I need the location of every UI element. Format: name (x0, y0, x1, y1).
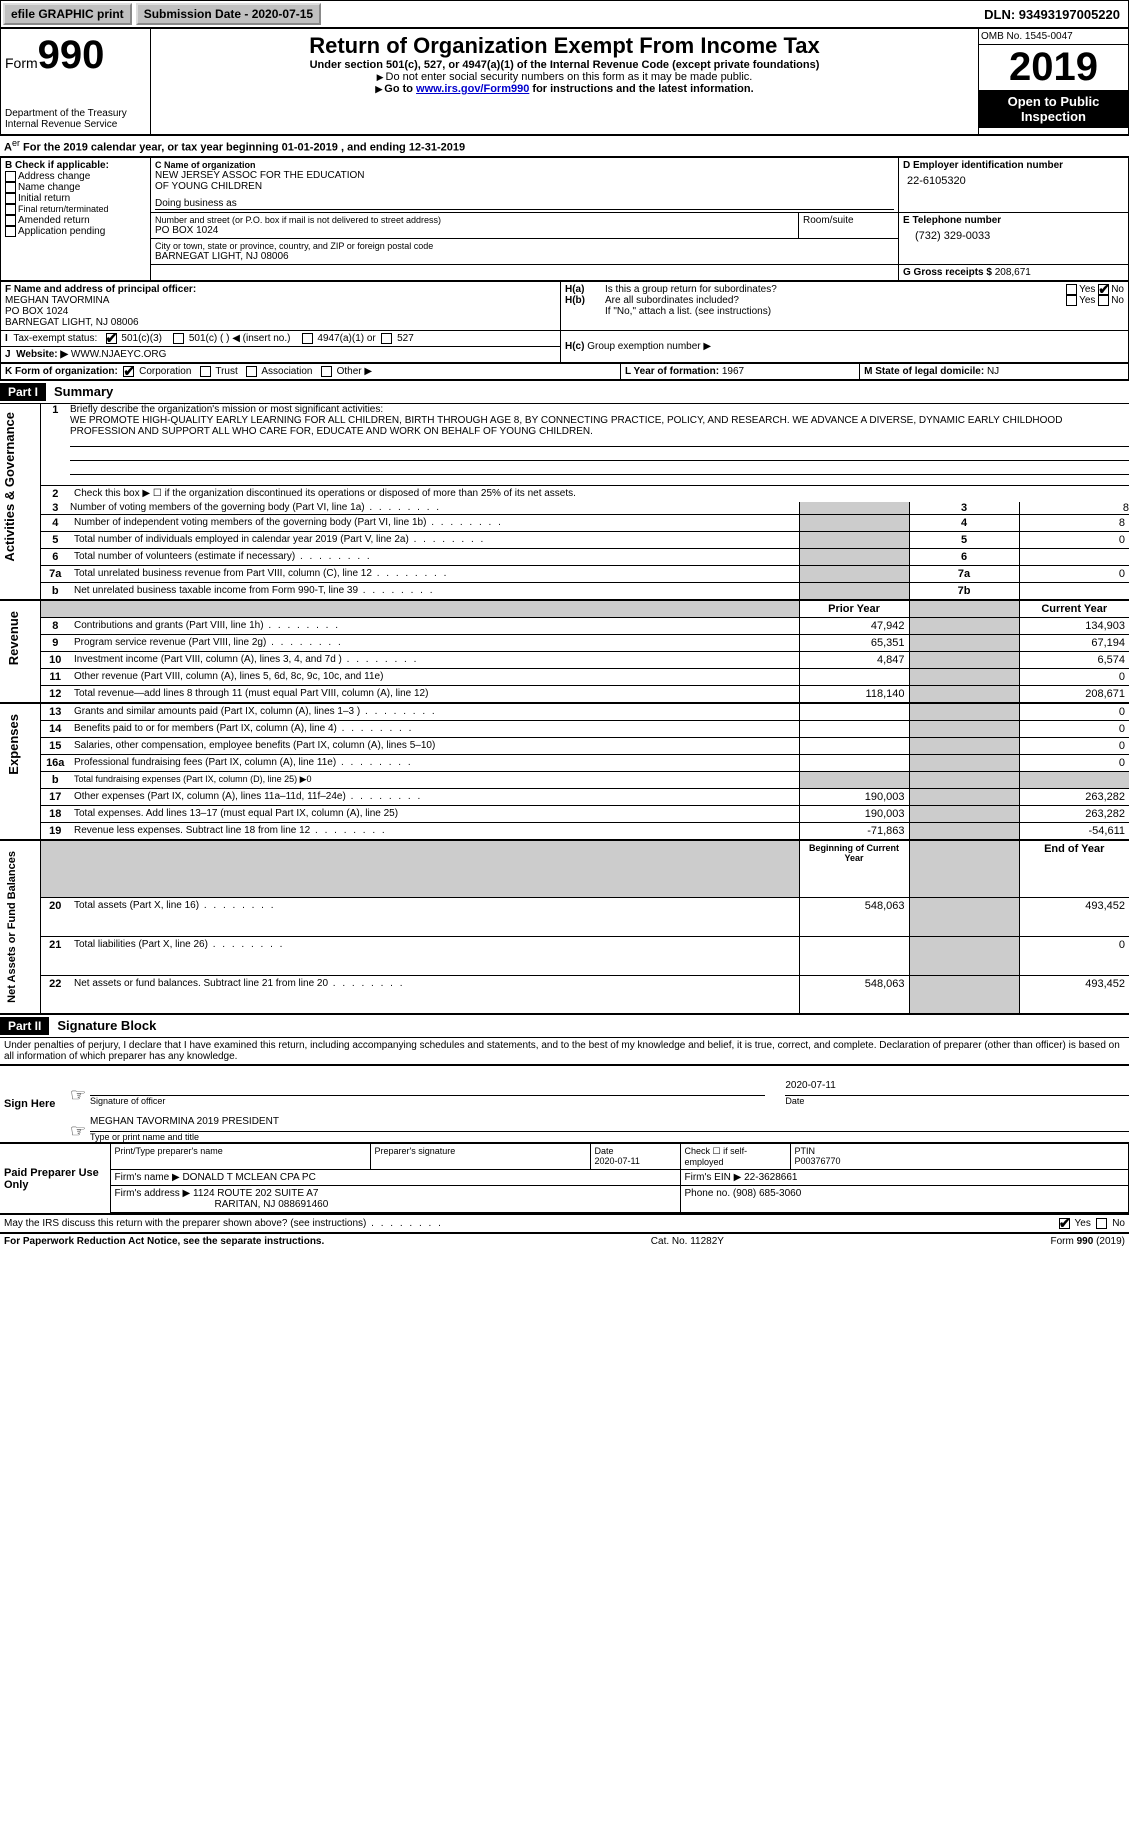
dept-treasury: Department of the Treasury (5, 108, 146, 119)
dba: Doing business as (155, 198, 894, 210)
efile-print-button[interactable]: efile GRAPHIC print (3, 3, 132, 25)
gov-sidebar: Activities & Governance (0, 404, 19, 570)
form-footer: Form 990 (2019) (1051, 1236, 1125, 1247)
form-header: Form990 Department of the Treasury Inter… (0, 28, 1129, 136)
klm-row: K Form of organization: Corporation Trus… (0, 363, 1129, 381)
discuss-row: May the IRS discuss this return with the… (0, 1213, 1129, 1234)
check-trust[interactable] (200, 366, 211, 377)
dln: DLN: 93493197005220 (976, 7, 1128, 22)
ein: 22-6105320 (903, 171, 1124, 191)
firm-name: DONALD T MCLEAN CPA PC (182, 1172, 315, 1183)
check-assoc[interactable] (246, 366, 257, 377)
check-address-change[interactable] (5, 171, 16, 182)
v7b (1019, 582, 1129, 600)
phone: (732) 329-0033 (903, 226, 1124, 260)
firm-ein: 22-3628661 (744, 1172, 797, 1183)
officer-name: MEGHAN TAVORMINA 2019 PRESIDENT (90, 1116, 1129, 1132)
year-formation: 1967 (722, 366, 744, 377)
check-527[interactable] (381, 333, 392, 344)
box-e-label: E Telephone number (903, 215, 1124, 226)
paid-preparer-block: Paid Preparer Use Only Print/Type prepar… (0, 1142, 1129, 1213)
v5: 0 (1019, 531, 1129, 548)
submission-date-button[interactable]: Submission Date - 2020-07-15 (136, 3, 321, 25)
rev-sidebar: Revenue (4, 603, 23, 673)
form-subtitle: Under section 501(c), 527, or 4947(a)(1)… (155, 59, 974, 71)
check-other[interactable] (321, 366, 332, 377)
open-inspection: Open to Public Inspection (979, 90, 1128, 128)
v7a: 0 (1019, 565, 1129, 582)
addr: PO BOX 1024 (155, 225, 794, 236)
box-b-label: B Check if applicable: (5, 160, 146, 171)
org-name-2: OF YOUNG CHILDREN (155, 181, 894, 192)
form-title: Return of Organization Exempt From Incom… (155, 33, 974, 59)
check-501c3[interactable] (106, 333, 117, 344)
note-ssn: Do not enter social security numbers on … (386, 71, 753, 83)
form-number: 990 (38, 33, 105, 77)
irs: Internal Revenue Service (5, 119, 146, 130)
ha-yes[interactable] (1066, 284, 1077, 295)
addr-label: Number and street (or P.O. box if mail i… (155, 215, 794, 225)
entity-box: B Check if applicable: Address change Na… (0, 157, 1129, 281)
firm-phone: (908) 685-3060 (733, 1188, 801, 1199)
discuss-yes[interactable] (1059, 1218, 1070, 1229)
mission-text: WE PROMOTE HIGH-QUALITY EARLY LEARNING F… (70, 415, 1062, 437)
part1-header: Part ISummary (0, 381, 1129, 404)
check-initial[interactable] (5, 193, 16, 204)
part1-table: Activities & Governance 1 Briefly descri… (0, 404, 1129, 1013)
check-name-change[interactable] (5, 182, 16, 193)
check-pending[interactable] (5, 226, 16, 237)
room-label: Room/suite (799, 212, 899, 238)
footer: For Paperwork Reduction Act Notice, see … (0, 1234, 1129, 1249)
ptin: P00376770 (795, 1156, 841, 1166)
check-final[interactable] (5, 204, 16, 215)
na-sidebar: Net Assets or Fund Balances (4, 843, 20, 1011)
v3: 8 (1019, 502, 1129, 515)
v6 (1019, 548, 1129, 565)
city-label: City or town, state or province, country… (155, 241, 894, 251)
org-name-1: NEW JERSEY ASSOC FOR THE EDUCATION (155, 170, 894, 181)
domicile: NJ (987, 366, 999, 377)
check-501c[interactable] (173, 333, 184, 344)
hb-yes[interactable] (1066, 295, 1077, 306)
irs-link[interactable]: www.irs.gov/Form990 (416, 83, 529, 95)
top-bar: efile GRAPHIC print Submission Date - 20… (0, 0, 1129, 28)
website: WWW.NJAEYC.ORG (71, 349, 167, 360)
box-d-label: D Employer identification number (903, 160, 1124, 171)
exp-sidebar: Expenses (4, 706, 23, 783)
check-amended[interactable] (5, 215, 16, 226)
box-f-label: F Name and address of principal officer: (5, 284, 556, 295)
check-4947[interactable] (302, 333, 313, 344)
officer-group-box: F Name and address of principal officer:… (0, 281, 1129, 363)
check-corp[interactable] (123, 366, 134, 377)
v4: 8 (1019, 514, 1129, 531)
sign-here-block: Sign Here ☞ 2020-07-11 Signature of offi… (0, 1064, 1129, 1143)
discuss-no[interactable] (1096, 1218, 1107, 1229)
tax-year: 2019 (1009, 45, 1098, 89)
gross-receipts: 208,671 (995, 267, 1031, 278)
box-c-label: C Name of organization (155, 160, 894, 170)
hb-no[interactable] (1098, 295, 1109, 306)
form-word: Form (5, 55, 38, 71)
city: BARNEGAT LIGHT, NJ 08006 (155, 251, 894, 262)
omb: OMB No. 1545-0047 (979, 29, 1128, 45)
part2-header: Part IISignature Block (0, 1013, 1129, 1038)
declaration: Under penalties of perjury, I declare th… (0, 1038, 1129, 1064)
tax-period: Aer For the 2019 calendar year, or tax y… (0, 136, 1129, 157)
ha-no[interactable] (1098, 284, 1109, 295)
